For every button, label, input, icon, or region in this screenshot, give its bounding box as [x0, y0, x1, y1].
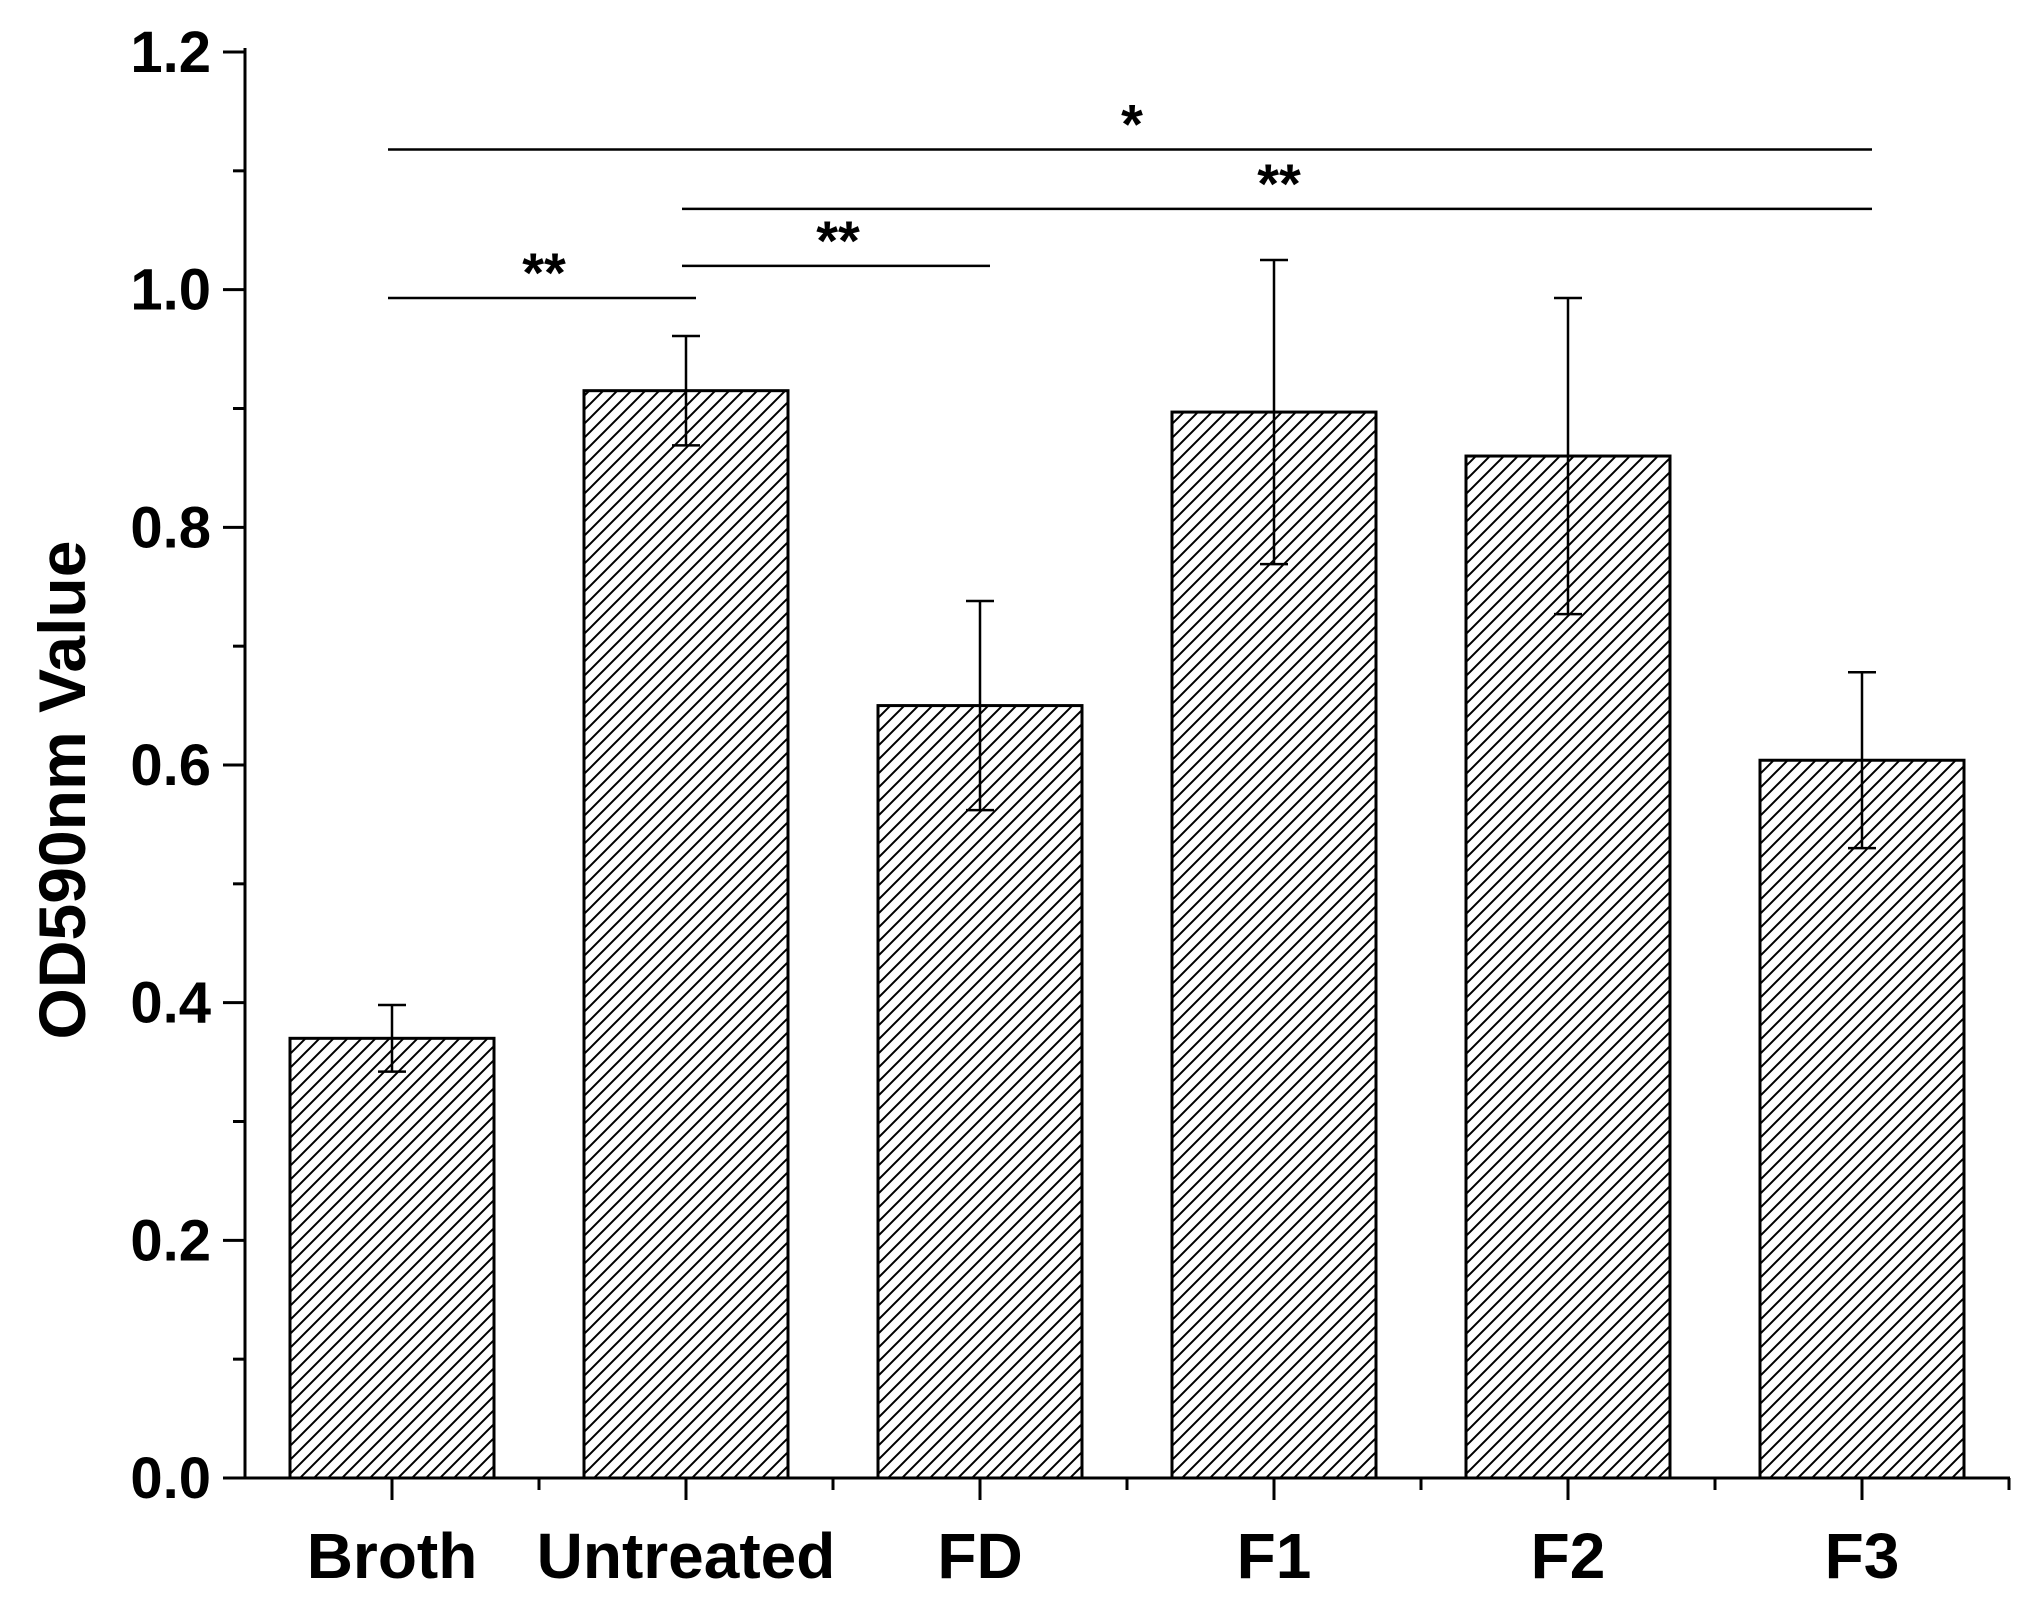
significance-label: **	[522, 241, 566, 304]
y-tick-label: 1.0	[130, 258, 211, 323]
bar-fd	[876, 704, 1084, 1480]
y-tick-label: 0.0	[130, 1446, 211, 1511]
y-tick-label: 0.6	[130, 733, 211, 798]
x-tick-label: Untreated	[537, 1520, 836, 1592]
significance-label: *	[1121, 92, 1143, 155]
bar-f2	[1464, 454, 1672, 1480]
y-axis-title: OD590nm Value	[25, 541, 99, 1040]
significance-label: **	[1257, 152, 1301, 215]
y-tick-label: 1.2	[130, 20, 211, 85]
bar-f3	[1758, 758, 1966, 1480]
y-tick-label: 0.4	[130, 971, 211, 1036]
y-tick-label: 0.2	[130, 1208, 211, 1273]
x-tick-label: F3	[1825, 1520, 1900, 1592]
x-tick-label: F2	[1531, 1520, 1606, 1592]
y-tick-label: 0.8	[130, 495, 211, 560]
plot-area: 0.0 0.2 0.4 0.6 0.8 1.0 1.2 Broth Untreated FD F1 F…	[130, 20, 2011, 1592]
x-tick-label: Broth	[307, 1520, 478, 1592]
bar-broth	[288, 1036, 496, 1480]
bar-untreated	[582, 389, 790, 1480]
bar-f1	[1170, 410, 1378, 1480]
significance-label: **	[816, 209, 860, 272]
x-tick-label: F1	[1237, 1520, 1312, 1592]
x-tick-label: FD	[937, 1520, 1022, 1592]
